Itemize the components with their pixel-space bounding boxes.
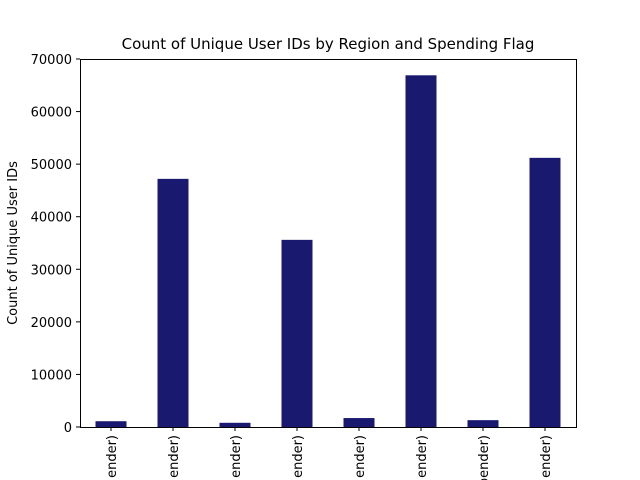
y-ticks-group: 0 10000 20000 30000 40000 50000 60000 70000 [31, 53, 80, 436]
y-tick-label: 70000 [31, 53, 72, 68]
x-ticks-group: ender) ender) ender) ender) ender) ender) pend… [105, 427, 554, 480]
bar-4 [281, 239, 313, 427]
y-axis-label: Count of Unique User IDs [6, 161, 21, 325]
y-tick-label: 20000 [31, 316, 72, 331]
y-tick-label: 40000 [31, 211, 72, 226]
bar-3 [219, 422, 251, 427]
x-tick-label: ender) [415, 435, 430, 478]
y-tick-label: 60000 [31, 106, 72, 121]
plot-area-frame [80, 59, 577, 428]
y-tick-label: 50000 [31, 158, 72, 173]
bar-2 [157, 178, 189, 427]
x-tick-label: ender) [229, 435, 244, 478]
y-tick-label: 10000 [31, 368, 72, 383]
x-tick-label: ender) [539, 435, 554, 478]
x-tick-label: ender) [167, 435, 182, 478]
chart-title: Count of Unique User IDs by Region and S… [122, 35, 535, 53]
x-tick-label: pender) [477, 435, 492, 480]
x-tick-label: ender) [353, 435, 368, 478]
bar-6 [405, 75, 437, 427]
bar-1 [95, 421, 127, 427]
y-tick-label: 0 [64, 421, 72, 436]
bars-group [95, 75, 561, 427]
x-tick-label: ender) [291, 435, 306, 478]
bar-7 [467, 420, 499, 427]
bar-5 [343, 418, 375, 427]
y-tick-label: 30000 [31, 263, 72, 278]
x-tick-label: ender) [105, 435, 120, 478]
bar-8 [529, 157, 561, 427]
